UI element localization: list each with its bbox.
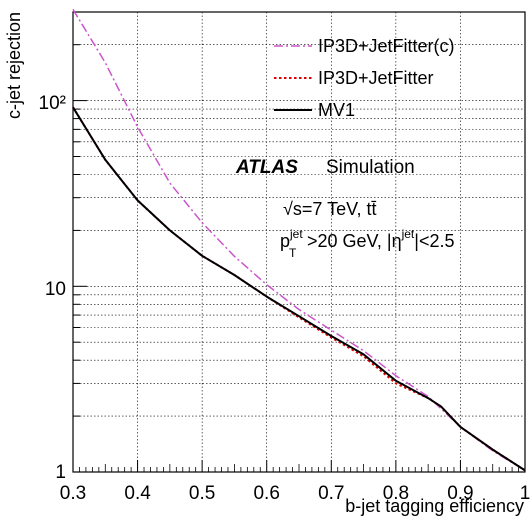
legend-label: IP3D+JetFitter(c) bbox=[318, 36, 455, 56]
atlas-label: ATLAS bbox=[235, 157, 298, 178]
y-tick-labels: 1 10 10² bbox=[39, 93, 66, 483]
simulation-label: Simulation bbox=[326, 157, 415, 178]
energy-label: √s=7 TeV, tt̄ bbox=[283, 199, 377, 219]
x-tick-labels: 0.3 0.4 0.5 0.6 0.7 0.8 0.9 1 bbox=[60, 483, 531, 504]
x-tick-label: 0.5 bbox=[189, 483, 215, 504]
axis-ticks bbox=[72, 11, 526, 472]
legend-label: IP3D+JetFitter bbox=[318, 68, 434, 88]
x-tick-label: 0.4 bbox=[124, 483, 151, 504]
cut-pt-sup: jet bbox=[289, 227, 303, 241]
cut-pt-rest: >20 GeV, |η bbox=[307, 231, 402, 251]
cut-pt-sub: T bbox=[289, 246, 297, 260]
y-tick-label: 10² bbox=[39, 93, 66, 114]
plot-frame bbox=[72, 11, 526, 473]
y-tick-label: 10 bbox=[45, 279, 66, 300]
series-line-2 bbox=[72, 106, 526, 472]
x-tick-label: 1 bbox=[520, 483, 531, 504]
series-lines bbox=[72, 9, 526, 472]
x-tick-label: 0.6 bbox=[253, 483, 279, 504]
x-axis-label: b-jet tagging efficiency bbox=[345, 496, 524, 516]
legend-label: MV1 bbox=[318, 100, 355, 120]
y-tick-label: 1 bbox=[55, 462, 66, 483]
x-tick-label: 0.7 bbox=[318, 483, 344, 504]
x-tick-label: 0.3 bbox=[60, 483, 86, 504]
cut-eta-sup: jet bbox=[401, 227, 415, 241]
cut-pt-p: p bbox=[280, 231, 290, 251]
y-axis-label: c-jet rejection bbox=[4, 12, 24, 119]
legend: IP3D+JetFitter(c) IP3D+JetFitter MV1 bbox=[274, 36, 455, 120]
grid bbox=[73, 11, 525, 472]
x-tick-label: 0.9 bbox=[447, 483, 473, 504]
x-tick-label: 0.8 bbox=[383, 483, 409, 504]
cut-eta-rest: |<2.5 bbox=[414, 231, 454, 251]
cut-label: pjet T>20 GeV, |ηjet|<2.5 bbox=[280, 227, 455, 260]
